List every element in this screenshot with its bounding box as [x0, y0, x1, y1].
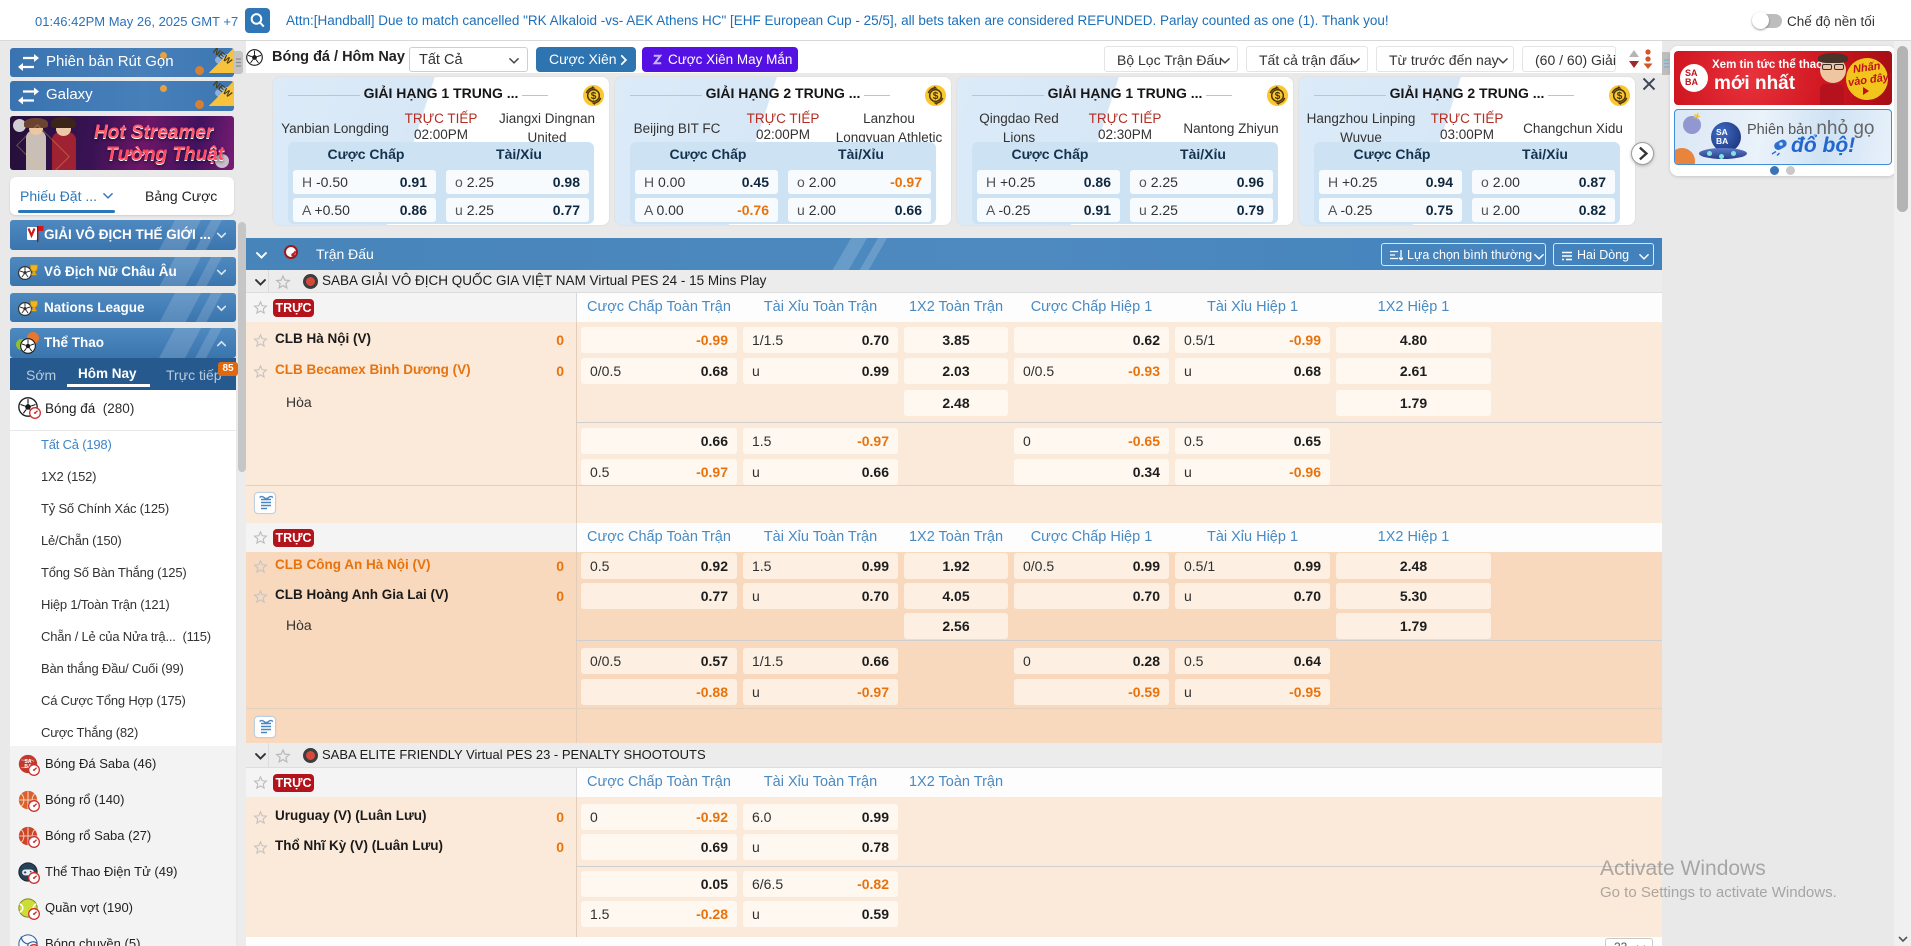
svg-text:BA: BA [24, 764, 32, 770]
svg-text:SA: SA [25, 759, 32, 765]
svg-text:$: $ [1275, 91, 1281, 102]
svg-text:$: $ [591, 91, 597, 102]
svg-text:$: $ [1617, 91, 1623, 102]
svg-text:$: $ [933, 91, 939, 102]
